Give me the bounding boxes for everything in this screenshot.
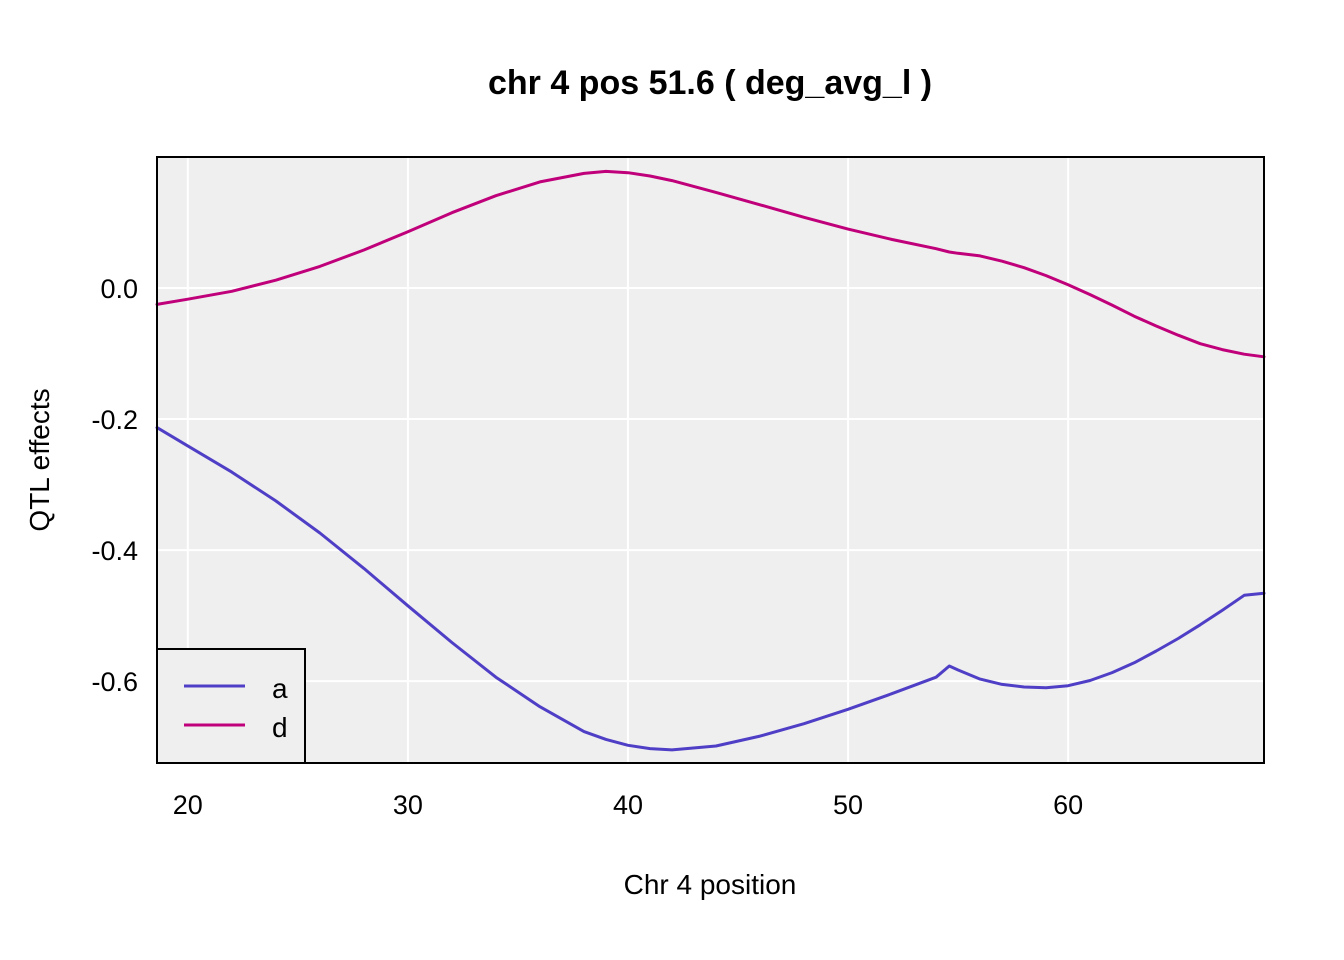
y-tick-label: -0.4 xyxy=(91,536,138,566)
legend-label-a: a xyxy=(272,673,288,704)
x-tick-label: 60 xyxy=(1053,790,1083,820)
series-lines xyxy=(155,169,1266,752)
series-line-d xyxy=(155,169,1266,359)
y-tick-label: -0.6 xyxy=(91,667,138,697)
y-tick-labels: 0.0 -0.2 -0.4 -0.6 xyxy=(91,274,138,697)
x-tick-label: 40 xyxy=(613,790,643,820)
plot-border xyxy=(156,156,1265,764)
x-tick-label: 20 xyxy=(173,790,203,820)
x-axis-label: Chr 4 position xyxy=(624,869,797,900)
plot-area xyxy=(157,157,1264,763)
legend-label-d: d xyxy=(272,712,288,743)
y-axis-label: QTL effects xyxy=(24,388,55,531)
x-tick-label: 50 xyxy=(833,790,863,820)
legend: a d xyxy=(156,648,306,764)
y-tick-label: -0.2 xyxy=(91,405,138,435)
legend-box xyxy=(156,648,306,764)
x-tick-label: 30 xyxy=(393,790,423,820)
y-tick-label: 0.0 xyxy=(100,274,138,304)
chart-title: chr 4 pos 51.6 ( deg_avg_l ) xyxy=(488,64,932,102)
x-tick-labels: 20 30 40 50 60 xyxy=(173,790,1083,820)
series-line-a xyxy=(155,426,1266,752)
grid xyxy=(157,157,1264,763)
